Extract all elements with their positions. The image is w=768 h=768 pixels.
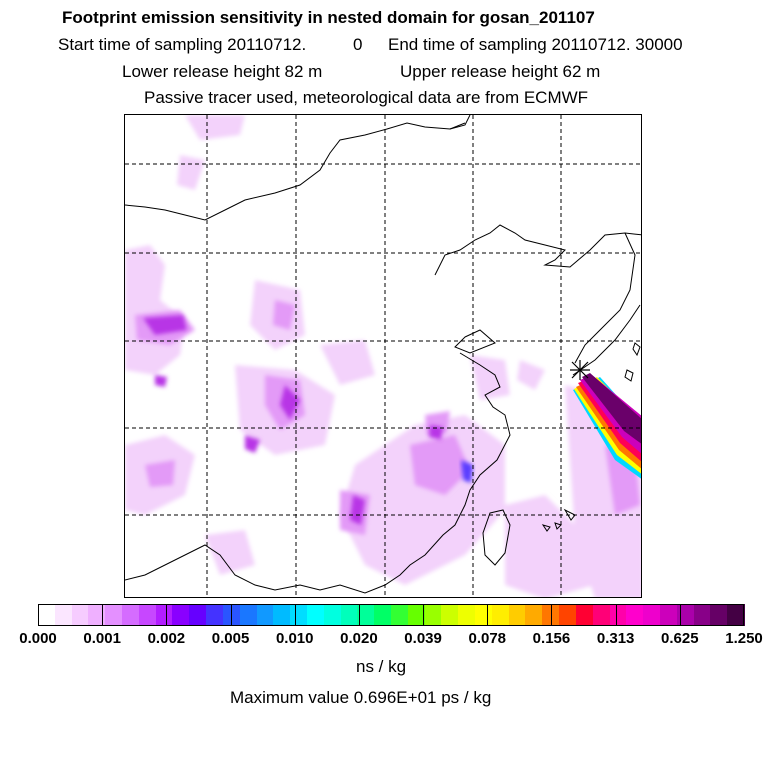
colorbar-tick [294,604,296,626]
colorbar-segment [508,604,527,626]
colorbar-segment [693,604,711,626]
colorbar-segment [38,604,56,626]
colorbar-segment [340,604,358,626]
colorbar-tick [166,604,168,626]
start-time-value: 0 [353,35,363,54]
colorbar-segment [559,604,577,626]
colorbar-segment [575,604,594,626]
colorbar-segment [222,604,241,626]
colorbar-segment [626,604,644,626]
sensitivity-field-dark [143,315,443,525]
colorbar-segment [290,604,308,626]
colorbar [38,604,745,626]
colorbar-segment [391,604,409,626]
colorbar-label: 1.250 [725,630,763,647]
colorbar-tick [679,604,681,626]
colorbar-segment [239,604,258,626]
colorbar-segment [424,604,443,626]
colorbar-tick [615,604,617,626]
colorbar-label: 0.020 [340,630,378,647]
colorbar-segment [273,604,291,626]
colorbar-segment [592,604,611,626]
map-gridlines [125,115,641,597]
colorbar-segment [206,604,224,626]
colorbar-label: 0.002 [147,630,186,647]
colorbar-segment [306,604,325,626]
colorbar-label: 0.005 [211,630,250,647]
colorbar-segment [323,604,342,626]
sensitivity-peak-blue [461,460,473,483]
colorbar-label: 0.078 [468,630,507,647]
colorbar-segment [122,604,140,626]
star-icon [570,360,590,380]
colorbar-segment [172,604,190,626]
plume [573,373,641,479]
colorbar-segment [54,604,73,626]
colorbar-label: 0.156 [532,630,571,647]
colorbar-segment [475,604,493,626]
colorbar-tick [423,604,425,626]
upper-release-height: Upper release height 62 m [400,62,601,81]
colorbar-segment [643,604,661,626]
colorbar-segment [458,604,476,626]
colorbar-segment [609,604,627,626]
colorbar-tick [230,604,232,626]
colorbar-unit: ns / kg [356,657,407,676]
colorbar-segment [256,604,274,626]
colorbar-segment [105,604,123,626]
colorbar-segment [525,604,543,626]
colorbar-tick [487,604,489,626]
colorbar-tick [358,604,360,626]
colorbar-label: 0.625 [661,630,699,647]
colorbar-label: 0.010 [275,630,314,647]
coastlines [125,115,641,594]
colorbar-segment [659,604,678,626]
colorbar-segment [491,604,510,626]
sensitivity-field-light [125,115,641,597]
start-time-label: Start time of sampling 20110712. [58,35,307,54]
colorbar-segment [189,604,207,626]
colorbar-segment [727,604,745,626]
colorbar-segment [88,604,106,626]
tracer-info: Passive tracer used, meteorological data… [144,88,589,107]
lower-release-height: Lower release height 82 m [122,62,323,81]
colorbar-segment [407,604,426,626]
colorbar-label: 0.000 [19,630,57,647]
map-canvas [125,115,641,597]
colorbar-tick [551,604,553,626]
colorbar-segment [71,604,90,626]
colorbar-tick [102,604,104,626]
colorbar-segment [542,604,560,626]
map-panel [124,114,642,598]
end-time-label: End time of sampling 20110712. 30000 [388,35,683,54]
colorbar-segment [710,604,728,626]
colorbar-label: 0.001 [83,630,121,647]
colorbar-segment [357,604,375,626]
colorbar-label: 0.039 [404,630,442,647]
maximum-value: Maximum value 0.696E+01 ps / kg [230,688,492,707]
colorbar-segment [374,604,392,626]
colorbar-segment [138,604,157,626]
colorbar-label: 0.313 [596,630,635,647]
colorbar-segment [441,604,459,626]
colorbar-segment [676,604,695,626]
plot-title: Footprint emission sensitivity in nested… [62,8,595,27]
colorbar-segment [155,604,174,626]
